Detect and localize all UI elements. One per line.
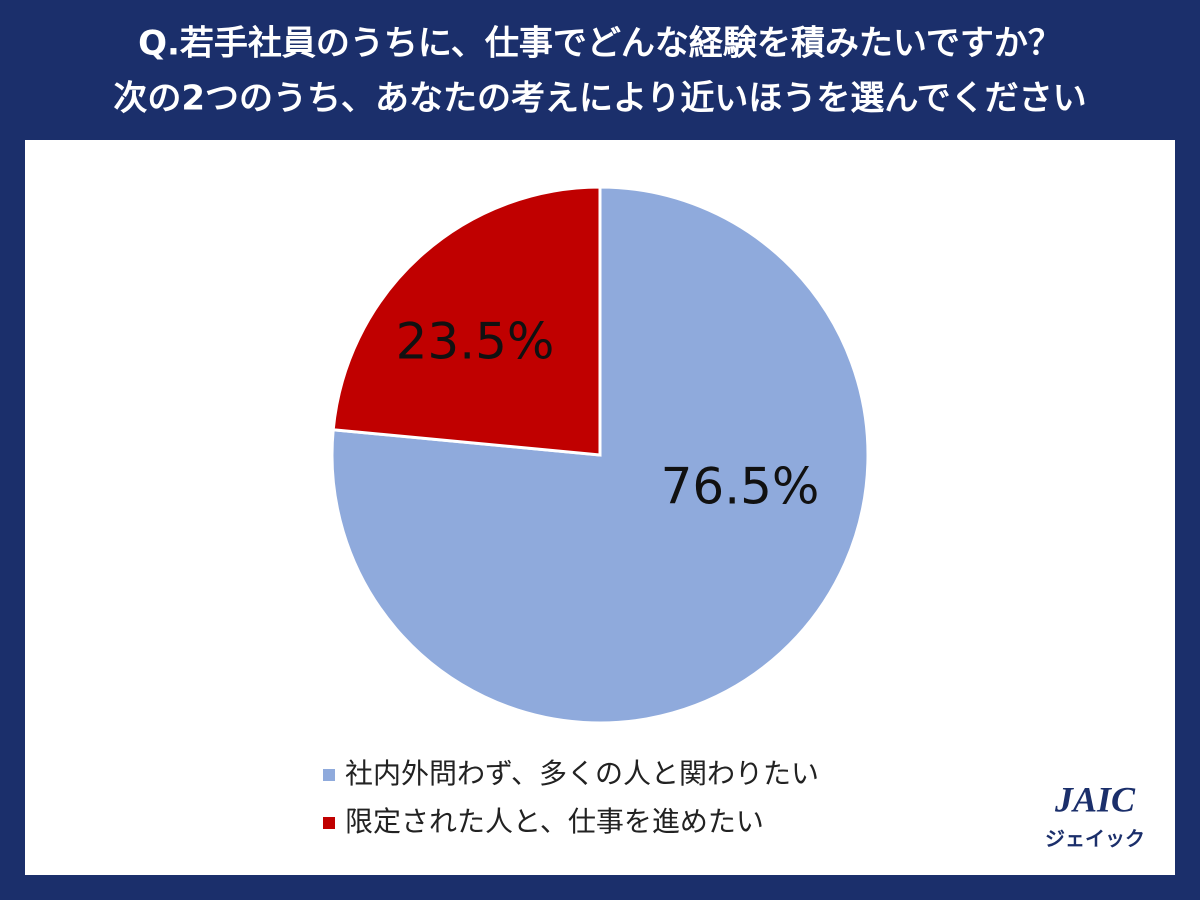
chart-title: 次の2つのうち、あなたの考えにより近いほうを選んでください (113, 79, 1086, 119)
data-label: 23.5% (396, 313, 555, 371)
legend-label: 限定された人と、仕事を進めたい (345, 805, 764, 838)
logo: JAIC (1054, 779, 1136, 819)
data-label: 76.5% (661, 458, 820, 516)
pie-slice (331, 185, 602, 457)
chart-title: Q.若手社員のうちに、仕事でどんな経験を積みたいですか？ (138, 24, 1062, 64)
logo-subtext: ジェイック (1045, 827, 1145, 851)
legend-swatch (323, 817, 335, 829)
legend-swatch (323, 769, 335, 781)
legend-label: 社内外問わず、多くの人と関わりたい (345, 757, 819, 790)
